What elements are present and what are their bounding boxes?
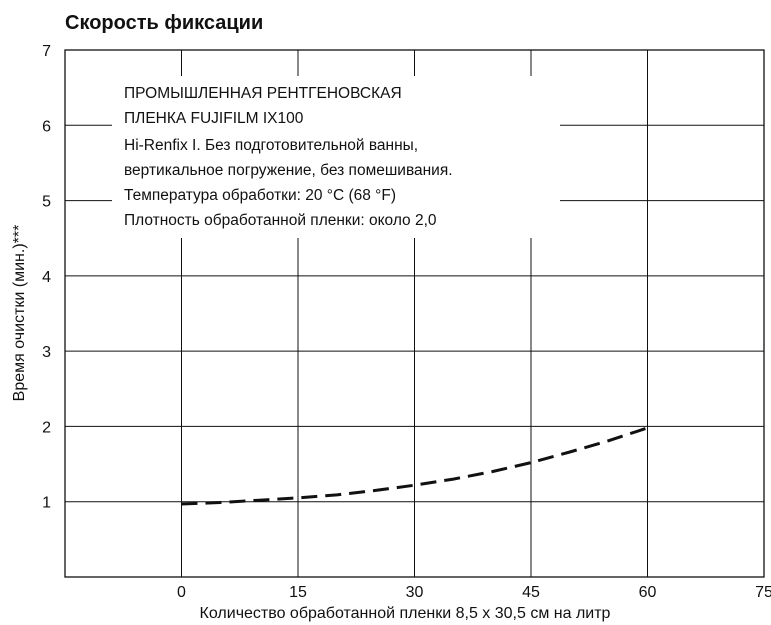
plot-frame bbox=[64, 49, 765, 578]
annotation-block: ПРОМЫШЛЕННАЯ РЕНТГЕНОВСКАЯ ПЛЕНКА FUJIFI… bbox=[124, 85, 453, 229]
x-tick-label: 75 bbox=[755, 584, 771, 601]
annotation-line: ПРОМЫШЛЕННАЯ РЕНТГЕНОВСКАЯ bbox=[124, 85, 402, 102]
y-tick-label: 3 bbox=[42, 344, 51, 361]
annotation-line: Температура обработки: 20 °C (68 °F) bbox=[124, 187, 396, 204]
chart-title: Скорость фиксации bbox=[65, 12, 263, 34]
annotation-background bbox=[112, 76, 560, 238]
annotation-line: Плотность обработанной пленки: около 2,0 bbox=[124, 212, 437, 229]
annotation-line: Hi-Renfix I. Без подготовительной ванны, bbox=[124, 137, 418, 154]
y-tick-label: 4 bbox=[42, 269, 51, 286]
x-axis-label: Количество обработанной пленки 8,5 x 30,… bbox=[200, 605, 611, 622]
x-tick-label: 15 bbox=[289, 584, 307, 601]
x-tick-label: 45 bbox=[522, 584, 540, 601]
y-tick-label: 7 bbox=[42, 43, 51, 60]
y-axis-label: Время очистки (мин.)*** bbox=[11, 225, 28, 402]
annotation-line: ПЛЕНКА FUJIFILM IX100 bbox=[124, 110, 304, 127]
x-tick-label: 0 bbox=[177, 584, 186, 601]
y-tick-label: 1 bbox=[42, 495, 51, 512]
y-tick-label: 6 bbox=[42, 118, 51, 135]
series-line bbox=[181, 426, 648, 506]
series-layer bbox=[181, 426, 648, 506]
x-tick-label: 30 bbox=[406, 584, 424, 601]
y-tick-label: 5 bbox=[42, 194, 51, 211]
x-tick-label: 60 bbox=[639, 584, 657, 601]
y-tick-label: 2 bbox=[42, 419, 51, 436]
annotation-line: вертикальное погружение, без помешивания… bbox=[124, 162, 453, 179]
